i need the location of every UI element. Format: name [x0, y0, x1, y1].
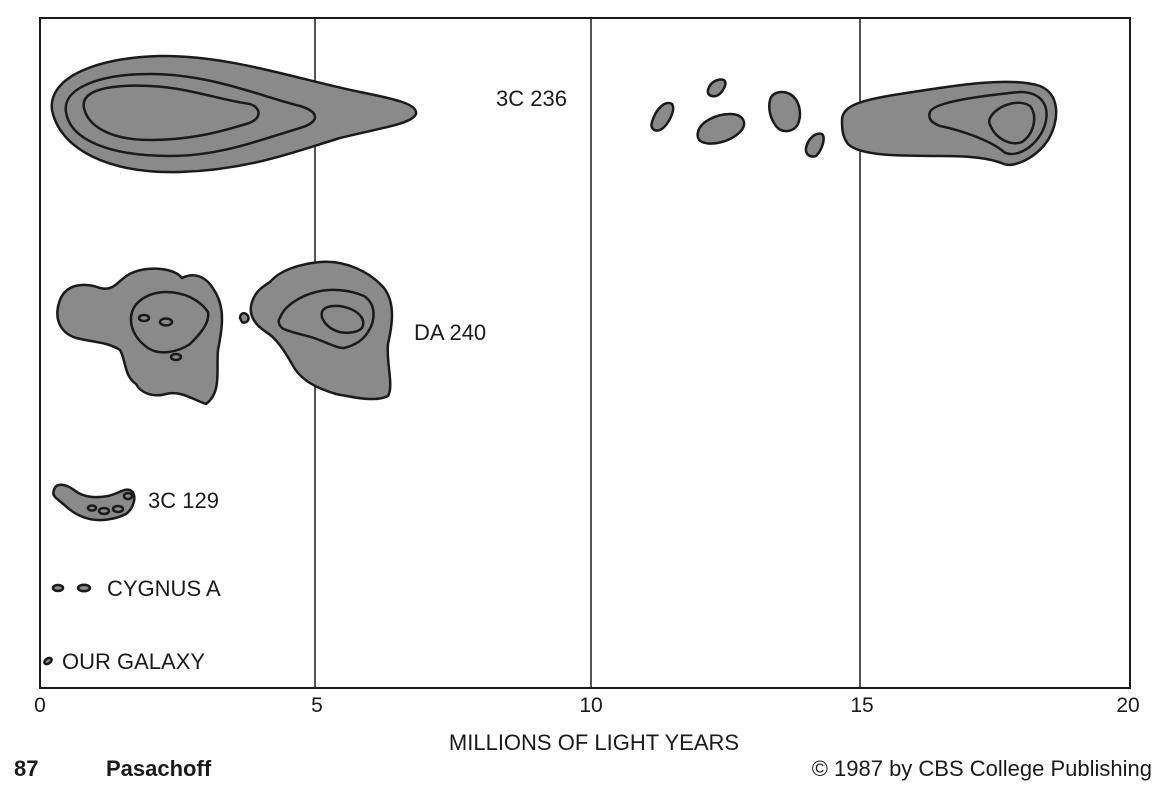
label-our-galaxy: OUR GALAXY: [62, 649, 205, 674]
tick-label-15: 15: [850, 694, 873, 717]
da240-right-lobe-outer: [249, 260, 394, 401]
tick-label-10: 10: [579, 694, 602, 717]
da240-right-lobe-inner: [320, 304, 365, 334]
3c236-right-lobe-inner: [987, 101, 1036, 145]
3c236-blob-3: [696, 112, 746, 145]
3c236-right-lobe-outer: [840, 80, 1058, 167]
author-name: Pasachoff: [106, 756, 212, 781]
da240-knot-2: [158, 317, 174, 327]
our-galaxy-disk: [43, 656, 53, 666]
3c129-knot-3: [111, 504, 125, 514]
3c236-blob-1: [650, 101, 675, 132]
label-da240: DA 240: [414, 320, 486, 345]
3c236-left-lobe-outer: [50, 54, 418, 174]
3c129-outer: [52, 483, 136, 522]
da240-left-lobe-mid: [129, 290, 210, 354]
3c129-knot-1: [86, 504, 98, 512]
3c129-knot-2: [97, 506, 111, 516]
label-3c236: 3C 236: [496, 86, 567, 111]
source-cygnus-a: [51, 583, 92, 593]
tick-label-20: 20: [1116, 694, 1139, 717]
copyright-notice: © 1987 by CBS College Publishing: [811, 756, 1152, 781]
3c129-knot-4: [122, 491, 134, 501]
plot-frame: [39, 17, 1131, 689]
3c236-blob-2: [706, 78, 727, 98]
tick-label-0: 0: [34, 694, 46, 717]
3c236-left-lobe-inner: [82, 84, 260, 142]
source-3c236: [50, 54, 1058, 174]
da240-knot-1: [137, 313, 151, 323]
x-axis-label: MILLIONS OF LIGHT YEARS: [449, 730, 739, 755]
3c236-left-lobe-mid: [64, 72, 317, 158]
source-3c129: [52, 483, 136, 522]
cygnus-a-lobe-1: [51, 583, 65, 593]
source-our-galaxy: [43, 656, 53, 666]
cygnus-a-lobe-2: [76, 583, 92, 593]
da240-knot-3: [169, 352, 183, 362]
page-number: 87: [14, 756, 39, 781]
label-cygnus-a: CYGNUS A: [107, 576, 221, 601]
tick-label-5: 5: [311, 694, 323, 717]
da240-right-lobe-mid: [277, 288, 375, 350]
3c236-blob-5: [804, 132, 825, 158]
3c236-right-lobe-mid: [928, 90, 1048, 156]
da240-gap-blob: [238, 312, 250, 324]
3c236-blob-4: [768, 90, 802, 133]
source-da240: [56, 260, 394, 406]
da240-left-lobe-outer: [56, 267, 224, 406]
label-3c129: 3C 129: [148, 488, 219, 513]
